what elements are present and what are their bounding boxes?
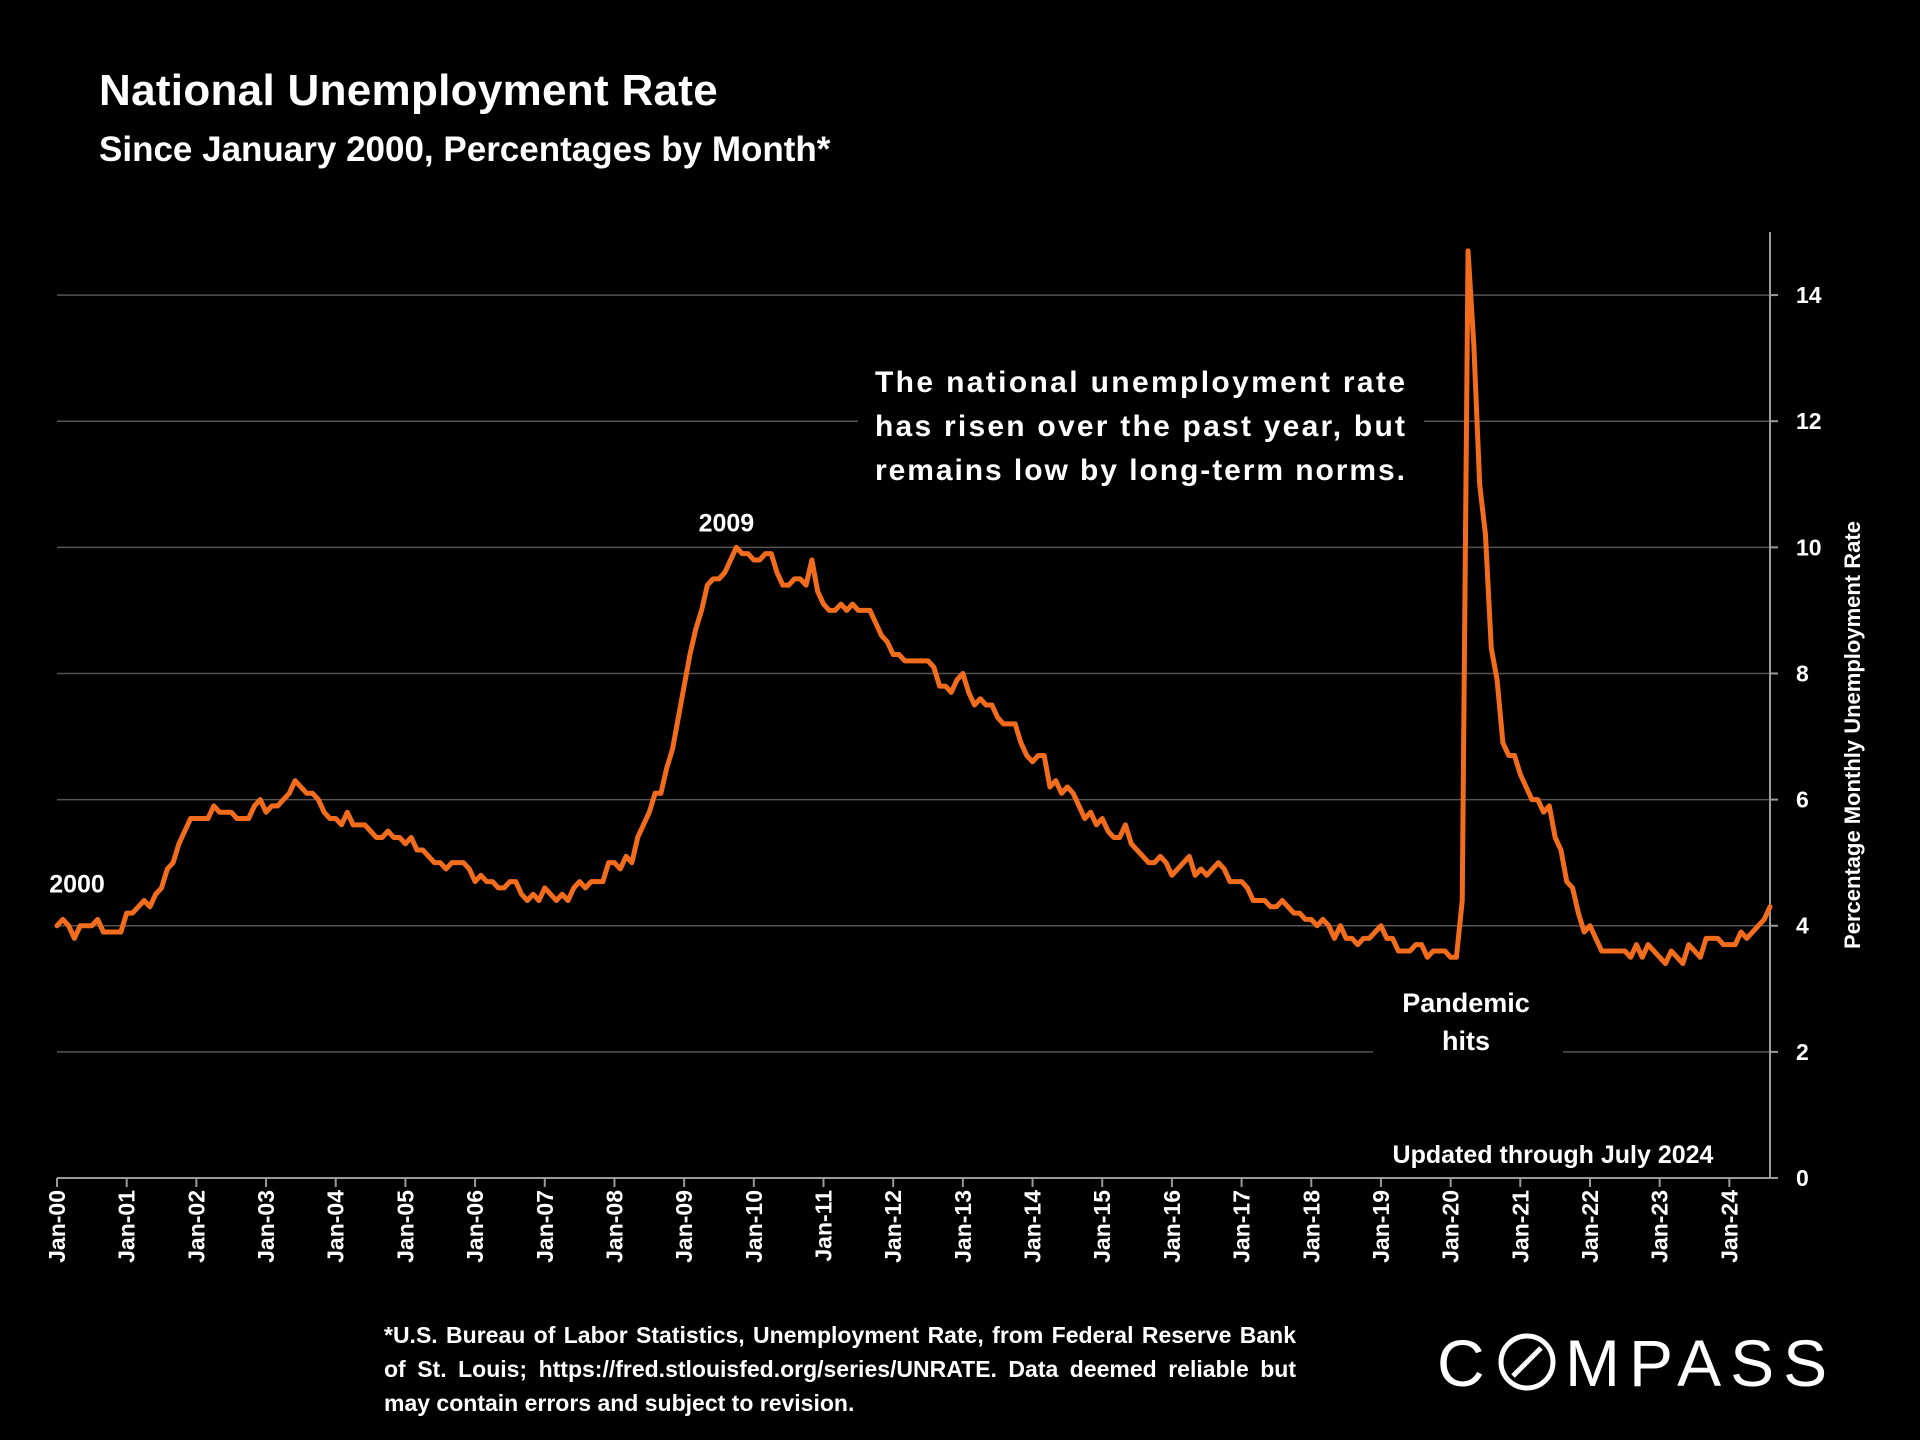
x-tick-label: Jan-01 <box>114 1190 140 1263</box>
x-tick-label: Jan-02 <box>183 1190 209 1263</box>
x-tick-label: Jan-15 <box>1089 1190 1115 1263</box>
y-tick-label: 6 <box>1796 787 1809 813</box>
x-tick-label: Jan-14 <box>1020 1190 1046 1263</box>
y-tick-label: 10 <box>1796 534 1822 560</box>
x-tick-label: Jan-17 <box>1229 1190 1255 1263</box>
callout-bg <box>858 350 1424 495</box>
x-tick-label: Jan-08 <box>601 1190 627 1263</box>
compass-logo-wordmark: C MPASS <box>1437 1326 1836 1398</box>
x-tick-label: Jan-04 <box>323 1190 349 1263</box>
annotation-2000: 2000 <box>49 871 105 899</box>
callout-line: The national unemployment rate <box>875 366 1405 399</box>
y-tick-label: 0 <box>1796 1165 1809 1191</box>
annotation-2009: 2009 <box>699 509 755 537</box>
updated-through-note: Updated through July 2024 <box>1393 1141 1714 1169</box>
x-tick-label: Jan-07 <box>532 1190 558 1263</box>
x-tick-label: Jan-22 <box>1577 1190 1603 1263</box>
x-tick-label: Jan-00 <box>44 1190 70 1263</box>
x-tick-label: Jan-21 <box>1507 1190 1533 1263</box>
chart-title: National Unemployment Rate <box>99 66 719 115</box>
x-tick-label: Jan-09 <box>671 1190 697 1263</box>
x-tick-label: Jan-11 <box>810 1190 836 1262</box>
x-tick-label: Jan-19 <box>1368 1190 1394 1263</box>
chart-subtitle: Since January 2000, Percentages by Month… <box>99 130 831 169</box>
unemployment-rate-line <box>54 248 1773 967</box>
callout-line: has risen over the past year, but <box>875 410 1405 443</box>
y-tick-label: 12 <box>1796 408 1822 434</box>
compass-o-icon <box>1498 1333 1556 1391</box>
x-tick-label: Jan-18 <box>1298 1190 1324 1263</box>
x-tick-label: Jan-06 <box>462 1190 488 1263</box>
x-tick-label: Jan-05 <box>392 1190 418 1263</box>
x-tick-label: Jan-12 <box>880 1190 906 1263</box>
x-tick-label: Jan-13 <box>950 1190 976 1263</box>
y-tick-label: 14 <box>1796 282 1822 308</box>
x-tick-label: Jan-03 <box>253 1190 279 1263</box>
callout-line: remains low by long-term norms. <box>875 454 1405 487</box>
pandemic-label-bg <box>1373 980 1564 1060</box>
y-tick-label: 8 <box>1796 660 1809 686</box>
annotation-pandemic-line: hits <box>1442 1026 1490 1056</box>
x-tick-label: Jan-23 <box>1647 1190 1673 1263</box>
x-tick-label: Jan-20 <box>1438 1190 1464 1263</box>
x-tick-label: Jan-10 <box>741 1190 767 1263</box>
x-tick-label: Jan-16 <box>1159 1190 1185 1263</box>
y-axis-title: Percentage Monthly Unemployment Rate <box>1840 521 1865 949</box>
logo-c: C <box>1437 1326 1494 1398</box>
logo-mpass: MPASS <box>1565 1326 1836 1398</box>
source-footnote: *U.S. Bureau of Labor Statistics, Unempl… <box>384 1322 1296 1416</box>
y-tick-label: 2 <box>1796 1039 1809 1065</box>
y-tick-label: 4 <box>1796 913 1809 939</box>
annotation-pandemic-line: Pandemic <box>1402 988 1530 1018</box>
x-tick-label: Jan-24 <box>1716 1190 1742 1263</box>
compass-logo: C MPASS <box>1437 1326 1836 1398</box>
